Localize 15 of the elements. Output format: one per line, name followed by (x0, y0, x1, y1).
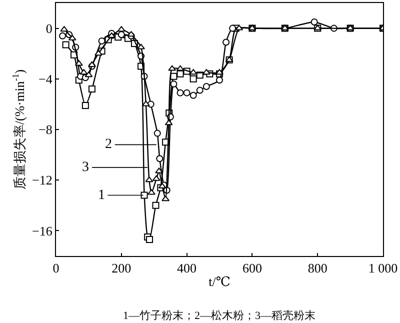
y-tick-label: −4 (38, 71, 53, 86)
y-tick-label: −16 (32, 223, 53, 238)
text: 1—竹子粉末；2—松木粉；3—稻壳粉末 (123, 309, 316, 322)
y-tick-label: 0 (46, 20, 52, 36)
x-tick-label: 1 000 (368, 260, 398, 276)
legend-label: 2 (105, 137, 112, 152)
x-axis-title: t/℃ (208, 274, 230, 290)
x-tick-label: 600 (242, 260, 262, 276)
x-tick-label: 800 (308, 260, 328, 276)
y-tick-label: −12 (32, 172, 52, 188)
x-tick-label: 200 (112, 260, 132, 276)
legend-label: 1 (98, 188, 105, 203)
y-tick-label: −8 (38, 122, 52, 138)
legend-label: 3 (82, 160, 89, 175)
x-tick-label: 400 (177, 260, 197, 276)
